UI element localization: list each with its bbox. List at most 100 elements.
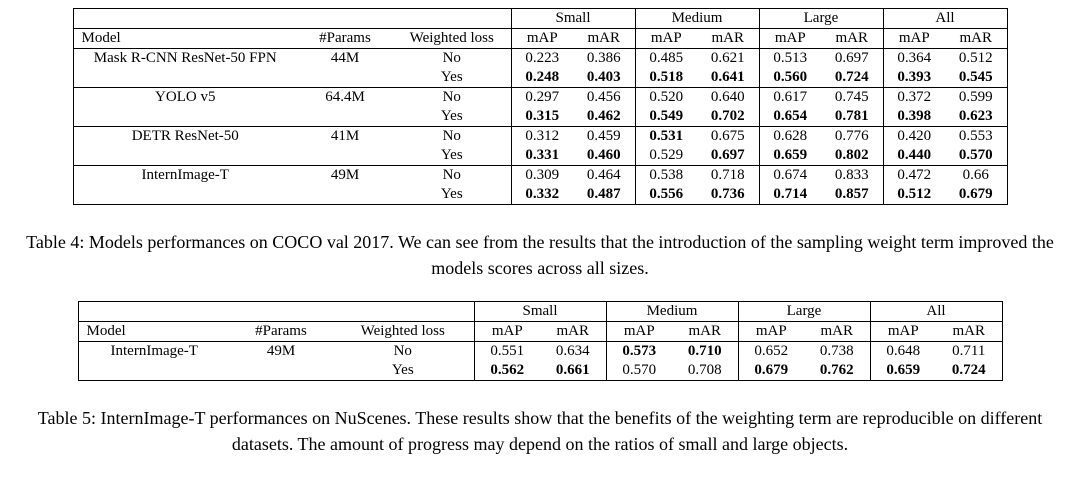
mar-header: mAR	[573, 28, 635, 49]
weighted-loss-cell: No	[442, 128, 461, 144]
metric-cell: 0.312	[510, 126, 573, 146]
metric-cell: 0.332	[510, 185, 573, 205]
metric-cell: 0.648	[869, 341, 936, 361]
mar-header: mAR	[804, 321, 870, 342]
metric-cell: 0.248	[510, 68, 573, 88]
metric-cell: 0.512	[958, 50, 993, 66]
mar-header: mAR	[821, 28, 883, 49]
paper-page: Small Medium Large All Model #Params Wei…	[26, 8, 1054, 454]
group-header-large: Large	[758, 8, 883, 29]
weighted-loss-cell: Yes	[393, 107, 511, 127]
params-cell: 49M	[330, 167, 360, 183]
metric-cell: 0.718	[710, 167, 745, 183]
table5-caption: Table 5: InternImage-T performances on N…	[37, 408, 1043, 454]
weighted-loss-cell: Yes	[391, 362, 414, 378]
metric-cell: 0.708	[687, 362, 722, 378]
metric-cell: 0.833	[834, 167, 869, 183]
column-header-row: Model #Params Weighted loss mAP mAR mAP …	[78, 321, 1002, 342]
table-row: InternImage-T 49M No 0.551 0.634 0.573 0…	[78, 341, 1002, 361]
metric-cell: 0.459	[586, 128, 621, 144]
metric-cell: 0.724	[951, 362, 986, 378]
metric-cell: 0.570	[945, 146, 1007, 166]
metric-cell: 0.652	[737, 341, 804, 361]
group-header-row: Small Medium Large All	[73, 8, 1007, 29]
metric-cell: 0.674	[758, 165, 821, 185]
metric-cell: 0.512	[882, 185, 945, 205]
mar-header: mAR	[697, 28, 759, 49]
weighted-loss-cell: No	[442, 89, 461, 105]
metric-cell: 0.697	[697, 146, 759, 166]
metric-cell: 0.623	[945, 107, 1007, 127]
table-row: DETR ResNet-50 41M No 0.312 0.459 0.531 …	[73, 126, 1007, 146]
metric-cell: 0.364	[882, 48, 945, 68]
metric-cell: 0.456	[586, 89, 621, 105]
metric-cell: 0.573	[605, 341, 672, 361]
mar-header: mAR	[945, 28, 1007, 49]
metric-cell: 0.518	[634, 68, 697, 88]
map-header: mAP	[869, 321, 936, 342]
metric-cell: 0.529	[634, 146, 697, 166]
metric-cell: 0.617	[758, 87, 821, 107]
mar-header: mAR	[540, 321, 606, 342]
model-cell: InternImage-T	[110, 343, 198, 359]
metric-cell: 0.66	[962, 167, 989, 183]
table-row: Yes 0.331 0.460 0.529 0.697 0.659 0.802 …	[73, 146, 1007, 166]
mar-header: mAR	[672, 321, 738, 342]
group-header-row: Small Medium Large All	[78, 301, 1002, 322]
metric-cell: 0.460	[573, 146, 635, 166]
model-cell: InternImage-T	[141, 167, 229, 183]
metric-cell: 0.553	[958, 128, 993, 144]
metric-cell: 0.393	[882, 68, 945, 88]
weighted-loss-header: Weighted loss	[332, 321, 474, 342]
weighted-loss-cell: No	[442, 167, 461, 183]
params-cell	[297, 185, 393, 205]
metric-cell: 0.628	[758, 126, 821, 146]
metric-cell: 0.531	[634, 126, 697, 146]
group-header-small: Small	[510, 8, 635, 29]
table-row: Yes 0.248 0.403 0.518 0.641 0.560 0.724 …	[73, 68, 1007, 88]
metric-cell: 0.710	[687, 343, 722, 359]
metric-cell: 0.659	[758, 146, 821, 166]
params-cell: 41M	[330, 128, 360, 144]
model-cell	[73, 185, 297, 205]
model-cell	[78, 361, 230, 381]
metric-cell: 0.654	[758, 107, 821, 127]
metric-cell: 0.297	[510, 87, 573, 107]
metric-cell: 0.659	[869, 361, 936, 381]
metric-cell: 0.711	[952, 343, 986, 359]
metric-cell: 0.679	[958, 186, 993, 202]
group-header-small: Small	[473, 301, 606, 322]
map-header: mAP	[882, 28, 945, 49]
model-cell: DETR ResNet-50	[131, 128, 239, 144]
weighted-loss-cell: Yes	[440, 186, 463, 202]
metric-cell: 0.697	[834, 50, 869, 66]
empty-header-cell	[78, 301, 474, 322]
metric-cell: 0.802	[821, 146, 883, 166]
model-header: Model	[78, 321, 230, 342]
params-cell	[297, 146, 393, 166]
weighted-loss-cell: Yes	[393, 68, 511, 88]
table4-caption: Table 4: Models performances on COCO val…	[26, 232, 1054, 278]
model-cell	[73, 107, 297, 127]
table-row: Mask R-CNN ResNet-50 FPN 44M No 0.223 0.…	[73, 48, 1007, 68]
metric-cell: 0.372	[882, 87, 945, 107]
metric-cell: 0.538	[634, 165, 697, 185]
metric-cell: 0.781	[821, 107, 883, 127]
column-header-row: Model #Params Weighted loss mAP mAR mAP …	[73, 28, 1007, 49]
metric-cell: 0.641	[697, 68, 759, 88]
metric-cell: 0.309	[510, 165, 573, 185]
metric-cell: 0.661	[555, 362, 590, 378]
metric-cell: 0.403	[573, 68, 635, 88]
params-cell	[230, 361, 332, 381]
params-cell: 44M	[330, 50, 360, 66]
metric-cell: 0.857	[834, 186, 869, 202]
metric-cell: 0.462	[573, 107, 635, 127]
map-header: mAP	[473, 321, 540, 342]
map-header: mAP	[605, 321, 672, 342]
params-cell: 64.4M	[325, 89, 365, 105]
params-cell: 49M	[266, 343, 296, 359]
metric-cell: 0.736	[710, 186, 745, 202]
metric-cell: 0.545	[945, 68, 1007, 88]
table-row: InternImage-T 49M No 0.309 0.464 0.538 0…	[73, 165, 1007, 185]
coco-results-table: Small Medium Large All Model #Params Wei…	[72, 8, 1008, 205]
